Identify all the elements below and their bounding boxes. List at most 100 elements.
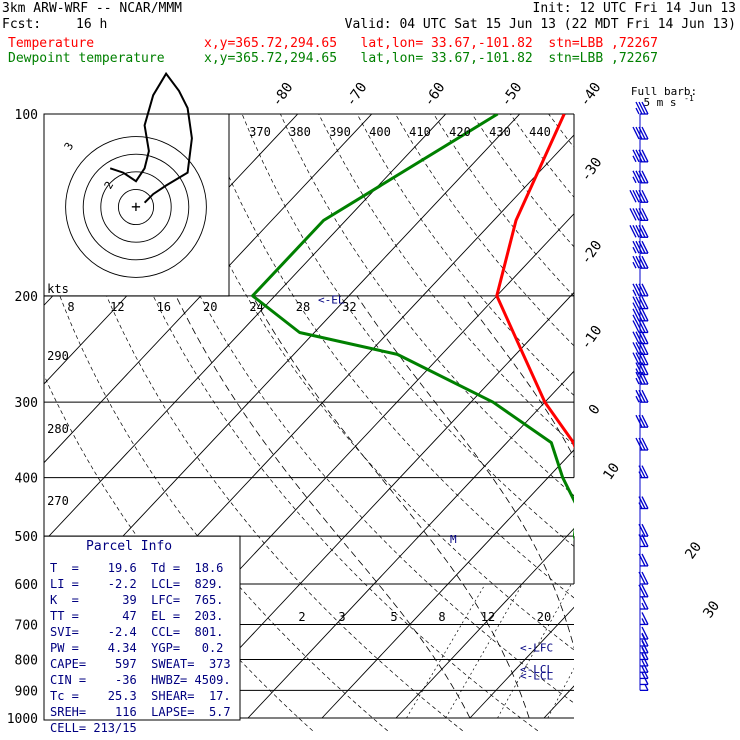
- barb-full: [638, 362, 646, 375]
- barb-half: [635, 377, 640, 385]
- wind-barb: [640, 684, 649, 692]
- wind-barb: [632, 352, 649, 366]
- dry-adiabat-line: [203, 114, 574, 599]
- wind-barb: [638, 553, 649, 567]
- dry-adiabat-line: [471, 114, 574, 248]
- mixing-ratio-line: [445, 583, 523, 719]
- barb-full: [638, 342, 646, 355]
- wind-barb: [640, 672, 649, 686]
- dry-adiabat-line: [395, 114, 574, 347]
- barb-full: [629, 189, 637, 203]
- barb-full: [641, 596, 649, 610]
- barb-full: [641, 240, 649, 254]
- barb-full: [635, 255, 643, 269]
- barb-full: [632, 352, 640, 365]
- barb-full: [635, 389, 643, 403]
- wind-barb: [635, 389, 649, 403]
- barb-full: [638, 352, 646, 365]
- barb-half: [632, 289, 637, 297]
- pressure-tick-label: 900: [15, 684, 38, 699]
- dry-adiabat-line: [88, 114, 539, 732]
- barb-half: [632, 314, 637, 322]
- dry-adiabat-line: [165, 114, 574, 651]
- isotherm-label: -80: [269, 80, 297, 110]
- forecast-label: Fcst:: [2, 17, 42, 32]
- barb-half: [635, 395, 640, 403]
- barb-full: [638, 240, 646, 254]
- barb-full: [641, 308, 649, 322]
- dry-adiabat-line: [318, 114, 574, 446]
- isotherm-line: [247, 370, 574, 719]
- wind-barb: [632, 149, 649, 163]
- parcel-info-row: CELL= 213/15: [50, 721, 137, 735]
- hodograph-trace: [109, 71, 193, 204]
- mixing-ratio-line: [593, 584, 661, 718]
- barb-full: [632, 331, 640, 344]
- legend-dewpoint-location: x,y=365.72,294.65 lat,lon= 33.67,-101.82…: [204, 51, 658, 66]
- wind-barb: [632, 255, 649, 269]
- wind-barb: [638, 534, 649, 548]
- barb-half: [641, 602, 646, 610]
- barb-full: [641, 437, 649, 451]
- wind-barb: [629, 224, 649, 238]
- dry-adiabat-label: 280: [47, 422, 69, 436]
- parcel-info-row: Tc = 25.3 SHEAR= 17.: [50, 689, 231, 703]
- barb-full: [638, 149, 646, 163]
- isotherm-label: -40: [577, 80, 605, 110]
- barb-full: [641, 553, 649, 567]
- isotherm-label: 20: [682, 539, 705, 562]
- barb-half: [635, 368, 640, 375]
- barb-full: [641, 633, 649, 647]
- barb-full: [641, 647, 649, 660]
- wind-barb: [635, 371, 649, 385]
- pressure-tick-label: 300: [15, 396, 38, 411]
- wind-barb: [638, 571, 649, 585]
- barb-full: [629, 208, 637, 221]
- theta-label: 440: [529, 125, 551, 139]
- barb-full: [638, 331, 646, 344]
- isobars: 100 200 300 400 500 600 700 800 900 1000: [7, 108, 575, 727]
- dry-adiabat-label: 270: [47, 494, 69, 508]
- barb-full: [641, 523, 649, 537]
- parcel-info-row: T = 19.6 Td = 18.6: [50, 561, 224, 575]
- barb-full: [638, 584, 646, 598]
- barb-full: [641, 571, 649, 585]
- wind-barb: [632, 126, 649, 140]
- mixing-ratio-label: 5: [390, 610, 397, 624]
- barb-full: [635, 283, 643, 297]
- barb-full: [635, 320, 643, 333]
- barb-full: [641, 640, 649, 654]
- barb-half: [638, 471, 643, 478]
- barb-full: [641, 189, 649, 203]
- barb-full: [641, 465, 649, 478]
- barb-full: [632, 149, 640, 163]
- parcel-marker-lcl: <-LCL: [520, 670, 553, 683]
- barb-full: [632, 296, 640, 309]
- theta-label: 390: [329, 125, 351, 139]
- isotherm-line: [321, 449, 574, 719]
- hodograph-ring: [65, 136, 207, 278]
- hodograph-speed-label: 28: [296, 300, 310, 314]
- hodograph-units-label: kts: [47, 282, 69, 296]
- barb-full: [638, 224, 646, 238]
- theta-label: 410: [409, 125, 431, 139]
- barb-full: [641, 659, 649, 673]
- isotherm-label: -60: [421, 80, 449, 110]
- wind-barb: [640, 612, 649, 626]
- isotherm-label: -30: [578, 155, 606, 185]
- barb-full: [632, 342, 640, 355]
- barb-full: [641, 672, 649, 685]
- barb-full: [632, 320, 640, 333]
- barb-full: [635, 331, 643, 344]
- pressure-tick-label: 400: [15, 472, 38, 487]
- barb-full: [638, 296, 646, 309]
- dry-adiabat-line: [664, 114, 740, 731]
- barb-full: [638, 189, 646, 203]
- barb-full: [641, 584, 649, 598]
- dry-adiabat-line: [241, 114, 574, 547]
- barb-full: [641, 653, 649, 667]
- barb-full: [632, 189, 640, 203]
- hodograph-speed-label: 20: [203, 300, 217, 314]
- mixing-ratio-line: [406, 583, 486, 719]
